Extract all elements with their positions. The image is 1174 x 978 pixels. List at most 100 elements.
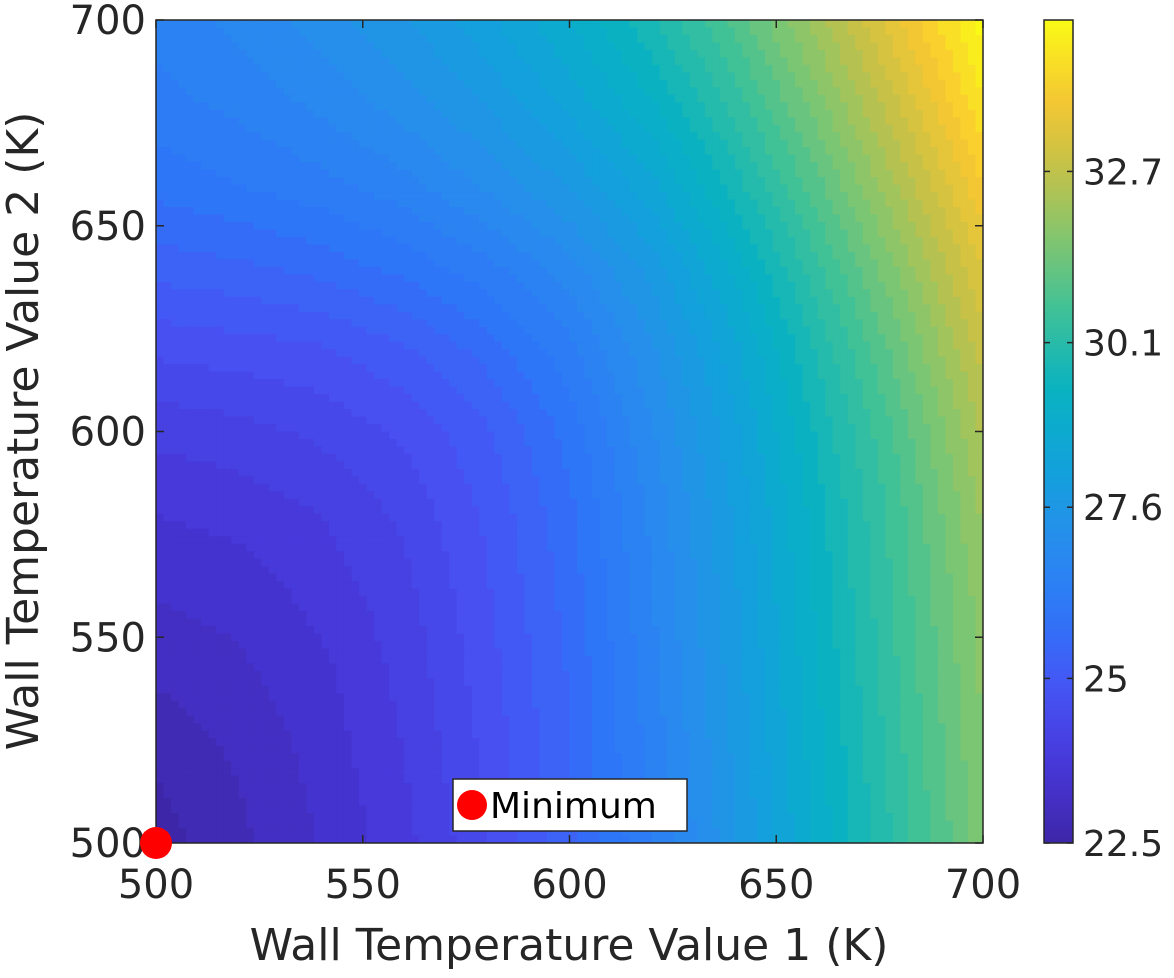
- contour-cell: [246, 185, 254, 193]
- contour-cell: [945, 87, 953, 95]
- contour-cell: [923, 87, 931, 95]
- contour-cell: [374, 289, 382, 297]
- contour-cell: [960, 327, 968, 335]
- contour-cell: [404, 252, 412, 260]
- contour-cell: [863, 259, 871, 267]
- contour-cell: [517, 327, 525, 335]
- contour-cell: [442, 304, 450, 312]
- contour-cell: [772, 222, 780, 230]
- contour-cell: [697, 132, 705, 140]
- contour-cell: [818, 147, 826, 155]
- contour-cell: [306, 57, 314, 65]
- contour-cell: [239, 304, 247, 312]
- contour-cell: [494, 177, 502, 185]
- contour-cell: [818, 259, 826, 267]
- contour-cell: [833, 170, 841, 178]
- contour-cell: [186, 57, 194, 65]
- contour-cell: [239, 342, 247, 350]
- contour-cell: [524, 319, 532, 327]
- contour-cell: [697, 95, 705, 103]
- contour-cell: [404, 155, 412, 163]
- contour-cell: [660, 117, 668, 125]
- contour-cell: [539, 125, 547, 133]
- contour-cell: [464, 192, 472, 200]
- contour-cell: [539, 222, 547, 230]
- contour-cell: [615, 349, 623, 357]
- contour-cell: [893, 215, 901, 223]
- contour-cell: [720, 162, 728, 170]
- contour-cell: [968, 252, 976, 260]
- contour-cell: [562, 170, 570, 178]
- contour-cell: [509, 177, 517, 185]
- contour-cell: [675, 50, 683, 58]
- contour-cell: [930, 259, 938, 267]
- contour-cell: [818, 349, 826, 357]
- contour-cell: [532, 132, 540, 140]
- contour-cell: [246, 95, 254, 103]
- contour-cell: [201, 162, 209, 170]
- contour-cell: [562, 147, 570, 155]
- contour-cell: [810, 57, 818, 65]
- contour-cell: [592, 57, 600, 65]
- contour-cell: [810, 170, 818, 178]
- contour-cell: [321, 289, 329, 297]
- contour-cell: [848, 65, 856, 73]
- contour-cell: [269, 229, 277, 237]
- contour-cell: [389, 289, 397, 297]
- contour-cell: [585, 207, 593, 215]
- contour-cell: [164, 35, 172, 43]
- contour-cell: [577, 95, 585, 103]
- contour-cell: [915, 304, 923, 312]
- contour-cell: [502, 65, 510, 73]
- contour-cell: [885, 110, 893, 118]
- contour-cell: [276, 229, 284, 237]
- contour-cell: [412, 20, 420, 28]
- contour-cell: [246, 57, 254, 65]
- contour-cell: [848, 312, 856, 320]
- contour-cell: [938, 215, 946, 223]
- contour-cell: [209, 334, 217, 342]
- contour-cell: [878, 95, 886, 103]
- contour-cell: [246, 259, 254, 267]
- contour-cell: [825, 222, 833, 230]
- contour-cell: [389, 95, 397, 103]
- contour-cell: [697, 334, 705, 342]
- contour-cell: [705, 177, 713, 185]
- contour-cell: [224, 155, 232, 163]
- contour-cell: [261, 244, 269, 252]
- contour-cell: [156, 334, 164, 342]
- contour-cell: [667, 237, 675, 245]
- contour-cell: [336, 185, 344, 193]
- contour-cell: [449, 72, 457, 80]
- contour-cell: [938, 102, 946, 110]
- contour-cell: [502, 80, 510, 88]
- contour-cell: [449, 27, 457, 35]
- contour-cell: [863, 140, 871, 148]
- contour-cell: [554, 177, 562, 185]
- contour-cell: [772, 267, 780, 275]
- contour-cell: [645, 35, 653, 43]
- contour-cell: [893, 102, 901, 110]
- contour-cell: [524, 192, 532, 200]
- contour-cell: [276, 244, 284, 252]
- contour-cell: [374, 207, 382, 215]
- contour-cell: [374, 215, 382, 223]
- contour-cell: [419, 80, 427, 88]
- contour-cell: [757, 57, 765, 65]
- contour-cell: [246, 252, 254, 260]
- contour-cell: [825, 95, 833, 103]
- contour-cell: [825, 252, 833, 260]
- contour-cell: [547, 244, 555, 252]
- contour-cell: [261, 304, 269, 312]
- contour-cell: [254, 95, 262, 103]
- contour-cell: [833, 147, 841, 155]
- contour-cell: [735, 237, 743, 245]
- contour-cell: [840, 312, 848, 320]
- contour-cell: [351, 349, 359, 357]
- contour-cell: [570, 102, 578, 110]
- contour-cell: [720, 319, 728, 327]
- contour-cell: [615, 147, 623, 155]
- contour-cell: [652, 42, 660, 50]
- contour-cell: [164, 72, 172, 80]
- contour-cell: [254, 312, 262, 320]
